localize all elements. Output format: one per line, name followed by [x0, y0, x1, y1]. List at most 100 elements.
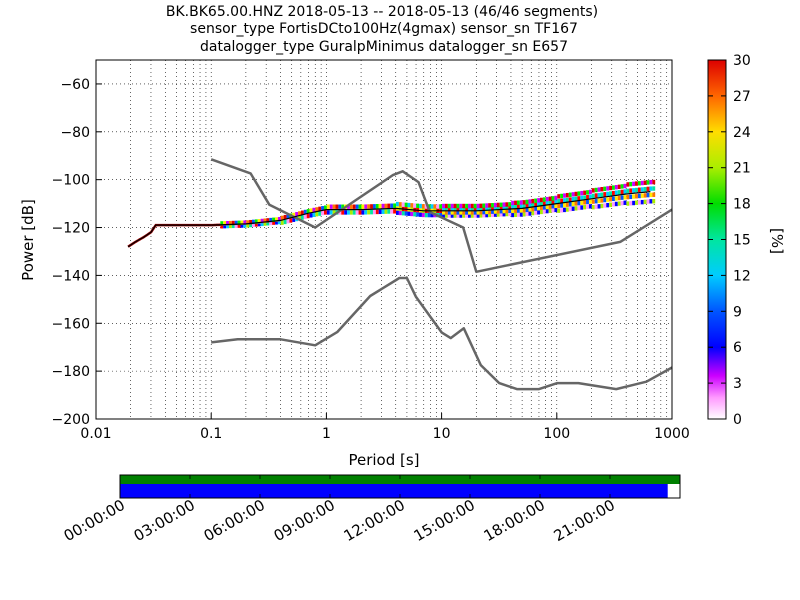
psd-cell	[603, 197, 607, 203]
psd-cell	[442, 210, 445, 215]
x-axis-label: Period [s]	[348, 451, 419, 469]
psd-cell	[439, 212, 443, 218]
psd-cell	[637, 181, 641, 186]
psd-cell	[548, 200, 552, 206]
psd-cell	[514, 204, 517, 210]
psd-cell	[228, 220, 232, 226]
psd-cell	[473, 210, 477, 215]
psd-cell	[643, 193, 647, 198]
psd-cell	[528, 203, 532, 208]
psd-cell	[269, 217, 273, 223]
psd-cell	[574, 196, 578, 201]
psd-cell	[465, 210, 469, 215]
psd-cell	[338, 204, 342, 209]
psd-cell	[257, 221, 261, 227]
psd-cell	[635, 194, 638, 199]
psd-cell	[548, 204, 552, 209]
psd-cell	[580, 195, 584, 201]
psd-cell	[488, 209, 492, 215]
psd-cell	[306, 213, 310, 219]
psd-cell	[450, 203, 454, 209]
psd-cell	[257, 219, 261, 224]
psd-cell	[447, 203, 451, 209]
psd-cell	[465, 203, 469, 209]
psd-cell	[404, 202, 408, 208]
psd-cell	[643, 186, 647, 192]
psd-cell	[637, 187, 641, 192]
psd-cell	[649, 179, 653, 185]
psd-cell	[367, 204, 371, 209]
psd-cell	[626, 201, 630, 206]
psd-cell	[502, 205, 506, 210]
psd-cell	[603, 203, 607, 208]
psd-cell	[456, 203, 460, 209]
x-tick-label: 1	[322, 426, 331, 442]
psd-cell	[300, 210, 304, 215]
y-tick-label: −100	[52, 173, 90, 189]
psd-cell	[433, 204, 437, 209]
psd-cell	[640, 180, 644, 186]
psd-cell	[436, 204, 440, 209]
psd-cell	[505, 202, 509, 207]
psd-cell	[493, 209, 497, 214]
psd-cell	[459, 213, 463, 218]
psd-cell	[499, 205, 503, 211]
psd-cell	[277, 216, 281, 222]
psd-cell	[430, 212, 434, 218]
psd-cell	[398, 202, 402, 207]
psd-cell	[496, 202, 500, 208]
psd-cell	[275, 217, 278, 222]
y-tick-label: −160	[52, 316, 90, 332]
psd-plot: 0.01 0.1 1 10 100 1000 −60 −80 −100 −120 −140 −160…	[52, 59, 690, 442]
psd-cell	[563, 198, 566, 203]
psd-cell	[473, 203, 477, 209]
psd-cell	[540, 197, 543, 203]
y-axis-ticks: −60 −80 −100 −120 −140 −160 −180 −200	[52, 77, 102, 428]
psd-cell	[453, 210, 457, 215]
psd-cell	[318, 211, 322, 216]
psd-cell	[514, 208, 517, 213]
psd-cell	[246, 223, 250, 228]
nhnm-line	[210, 158, 673, 274]
psd-cell	[347, 204, 350, 209]
psd-cell	[468, 206, 471, 212]
psd-cell	[349, 210, 353, 215]
psd-cell	[479, 203, 483, 209]
psd-cell	[574, 191, 578, 197]
psd-cell	[542, 197, 546, 202]
psd-cell	[260, 218, 264, 224]
psd-cell	[528, 207, 532, 212]
psd-cell	[488, 212, 492, 218]
psd-cell	[516, 204, 520, 209]
psd-cell	[499, 209, 503, 214]
psd-cell	[364, 210, 368, 215]
psd-cell	[637, 200, 641, 205]
psd-cell	[597, 204, 601, 209]
psd-cell	[617, 190, 621, 195]
psd-cell	[551, 208, 555, 213]
psd-cell	[511, 208, 515, 214]
psd-cell	[493, 205, 497, 211]
psd-cell	[470, 206, 474, 212]
psd-cell	[606, 186, 610, 191]
psd-cell	[375, 209, 379, 215]
coverage-used-strip	[120, 475, 680, 484]
psd-cell	[470, 203, 474, 209]
psd-cell	[600, 198, 604, 203]
psd-cell	[583, 195, 587, 200]
psd-cell	[583, 190, 587, 195]
psd-cell	[525, 207, 529, 213]
psd-cell	[560, 198, 564, 203]
psd-cell	[606, 191, 610, 197]
x-tick-label: 100	[543, 426, 570, 442]
psd-cell	[548, 208, 552, 213]
psd-cell	[629, 201, 633, 206]
psd-cell	[635, 187, 638, 193]
psd-cell	[563, 193, 566, 198]
psd-cell	[269, 220, 273, 226]
psd-cell	[332, 204, 336, 209]
psd-cell	[580, 205, 584, 210]
psd-cell	[542, 205, 546, 210]
colorbar-tick-label: 0	[733, 412, 742, 428]
psd-cell	[280, 215, 284, 221]
